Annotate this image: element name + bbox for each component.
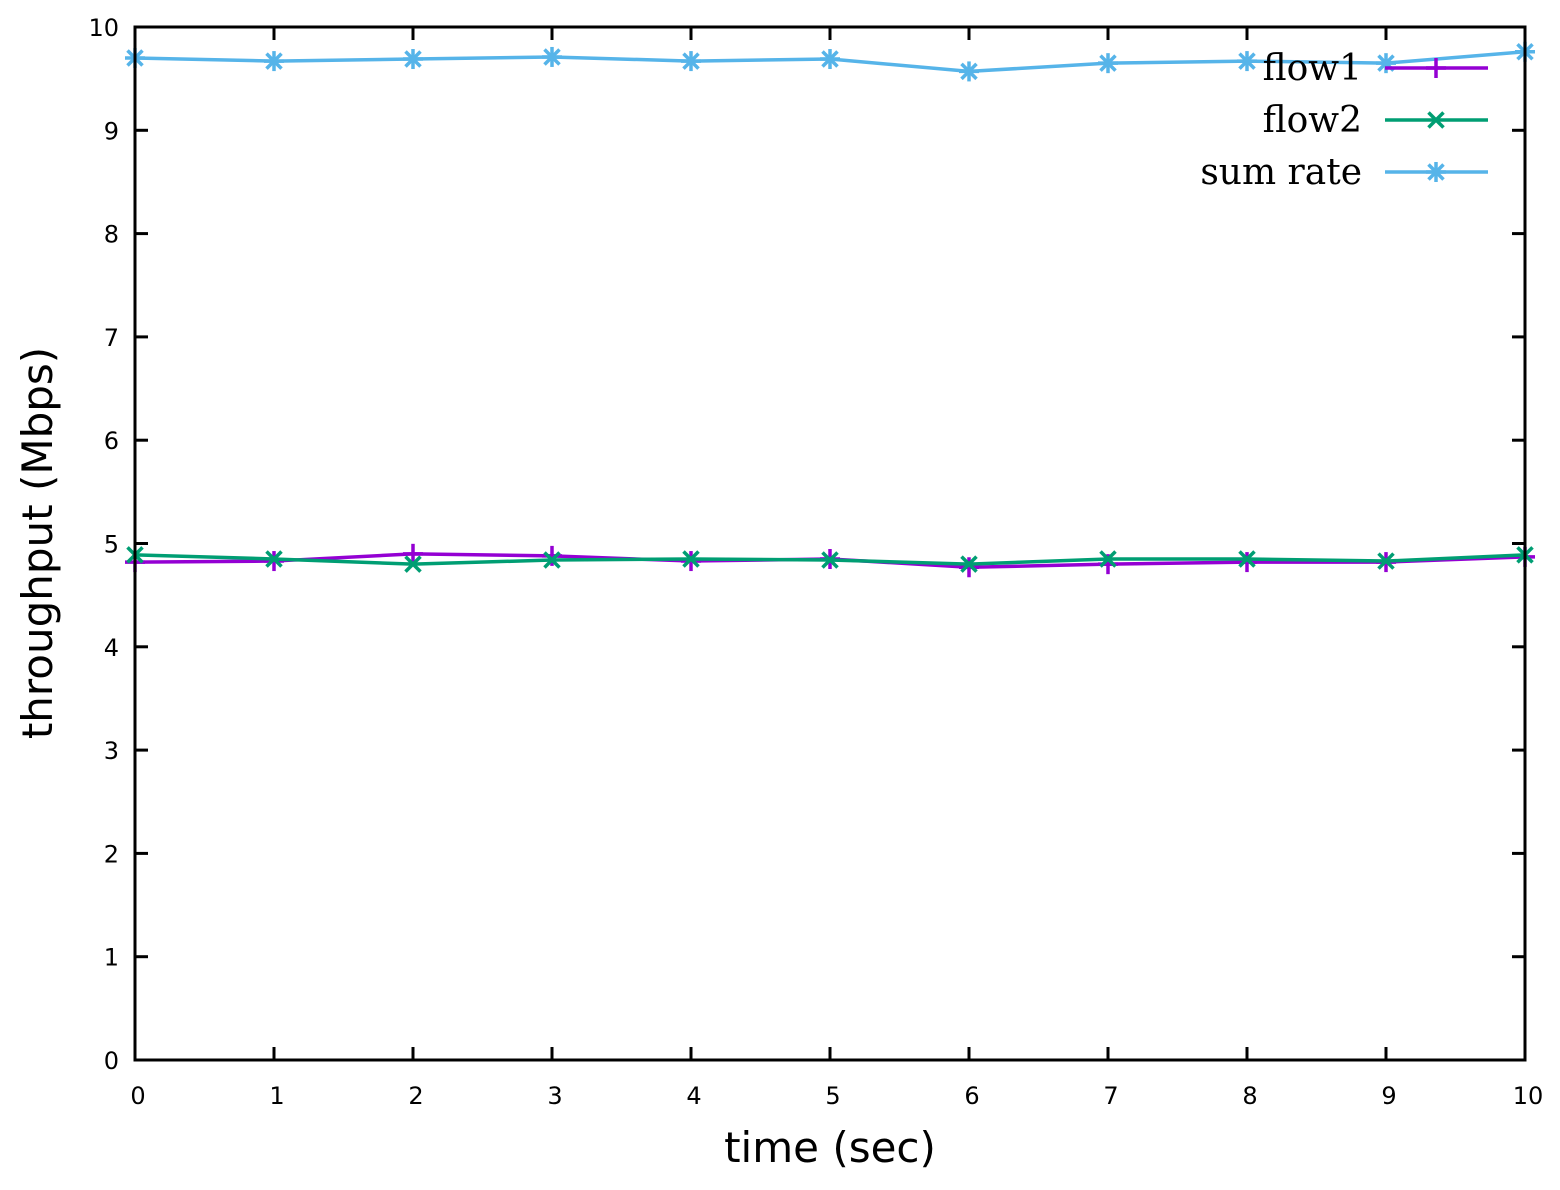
y-tick-label: 0 — [104, 1047, 119, 1075]
plot-frame — [133, 25, 1527, 1062]
y-tick-label: 4 — [104, 634, 119, 662]
x-tick-label: 8 — [1242, 1082, 1257, 1110]
y-tick-labels: 0 1 2 3 4 5 6 7 8 9 10 — [88, 14, 119, 1075]
data-point-sum-rate — [542, 46, 562, 67]
series-flow2 — [126, 546, 1534, 573]
x-tick-label: 5 — [825, 1082, 840, 1110]
x-tick-label: 9 — [1381, 1082, 1396, 1110]
legend-label: flow2 — [1263, 100, 1362, 141]
x-tick-label: 10 — [1513, 1082, 1544, 1110]
data-point-flow2 — [404, 555, 422, 573]
y-tick-label: 9 — [104, 117, 119, 145]
x-tick-label: 7 — [1103, 1082, 1118, 1110]
y-tick-label: 3 — [104, 737, 119, 765]
data-point-flow2 — [821, 551, 839, 569]
x-tick-labels: 0 1 2 3 4 5 6 7 8 9 10 — [130, 1082, 1543, 1110]
data-point-flow2 — [960, 555, 978, 573]
data-point-flow1 — [403, 543, 423, 564]
data-point-flow2 — [543, 551, 561, 569]
legend-marker-sum-rate — [1426, 162, 1446, 182]
data-point-sum-rate — [1376, 53, 1396, 74]
legend-item-flow2: flow2 — [1263, 100, 1488, 141]
data-point-sum-rate — [264, 51, 284, 72]
y-tick-label: 6 — [104, 427, 119, 455]
y-tick-label: 8 — [104, 221, 119, 249]
y-tick-label: 2 — [104, 840, 119, 868]
data-point-sum-rate — [1237, 51, 1257, 72]
legend: flow1 flow2 sum rate — [1200, 48, 1488, 193]
data-point-sum-rate — [681, 51, 701, 72]
x-tick-label: 1 — [269, 1082, 284, 1110]
data-point-flow1 — [959, 557, 979, 578]
data-point-sum-rate — [959, 61, 979, 82]
series-lines — [125, 41, 1535, 578]
y-axis-title: throughput (Mbps) — [13, 347, 62, 739]
data-point-flow2 — [265, 550, 283, 568]
y-tick-label: 5 — [104, 531, 119, 559]
data-point-flow1 — [542, 545, 562, 566]
data-point-flow2 — [1238, 550, 1256, 568]
y-tick-label: 1 — [104, 944, 119, 972]
legend-label: sum rate — [1200, 152, 1362, 193]
legend-label: flow1 — [1263, 48, 1362, 89]
data-point-flow1 — [1237, 552, 1257, 573]
data-point-flow2 — [1377, 552, 1395, 570]
data-point-sum-rate — [1098, 53, 1118, 74]
x-tick-label: 6 — [964, 1082, 979, 1110]
legend-marker-flow1 — [1426, 58, 1446, 78]
data-point-flow2 — [682, 550, 700, 568]
x-tick-label: 0 — [130, 1082, 145, 1110]
x-axis-title: time (sec) — [724, 1123, 936, 1172]
legend-marker-flow2 — [1427, 111, 1445, 129]
legend-item-flow1: flow1 — [1263, 48, 1488, 89]
x-tick-label: 3 — [547, 1082, 562, 1110]
data-point-flow2 — [1099, 550, 1117, 568]
data-point-sum-rate — [820, 49, 840, 70]
y-tick-label: 10 — [88, 14, 119, 42]
x-tick-label: 4 — [686, 1082, 701, 1110]
y-tick-label: 7 — [104, 324, 119, 352]
data-point-sum-rate — [403, 49, 423, 70]
legend-item-sum-rate: sum rate — [1200, 152, 1488, 193]
x-tick-label: 2 — [408, 1082, 423, 1110]
